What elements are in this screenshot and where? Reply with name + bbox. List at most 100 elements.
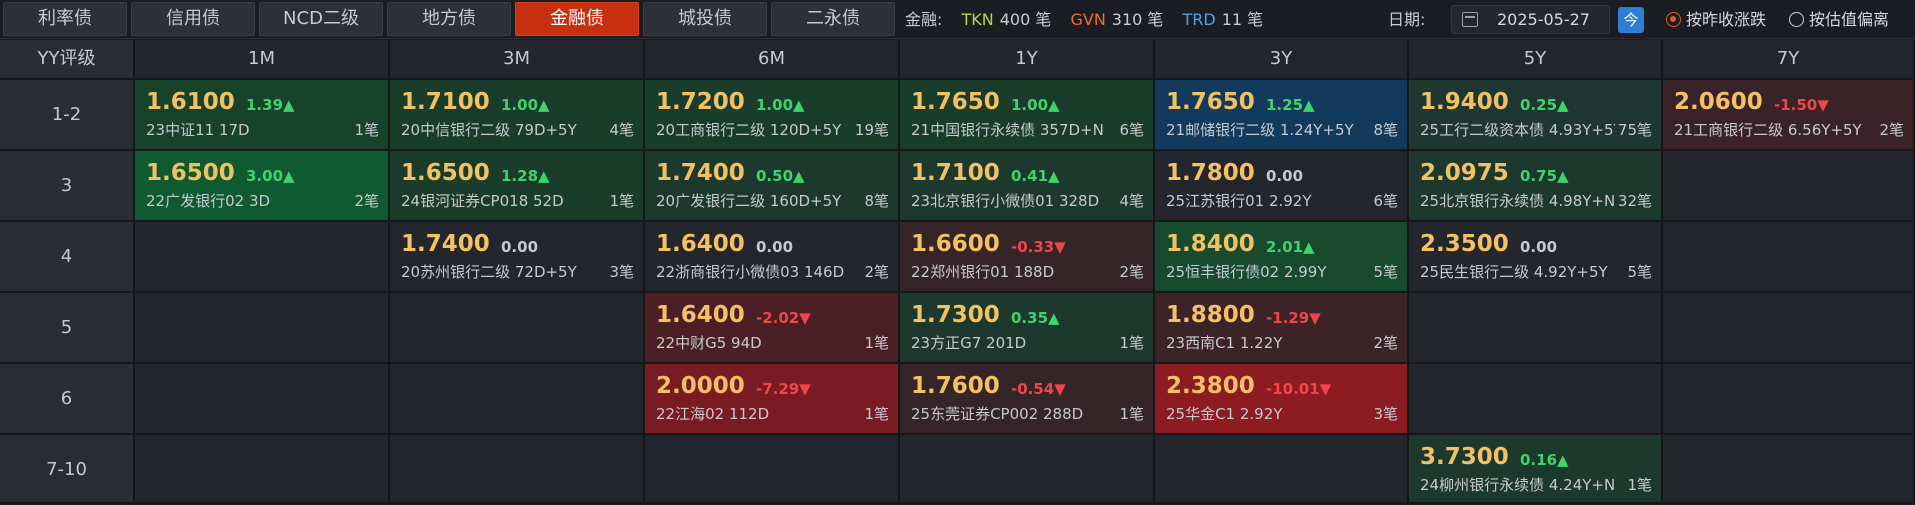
trade-count: 5笔 [1624, 261, 1652, 282]
quote-change: 1.00▲ [501, 96, 550, 114]
quote-price: 3.7300 [1420, 444, 1509, 470]
empty-quote-cell[interactable] [135, 435, 390, 504]
quote-cell[interactable]: 1.6400 -2.02▼ 22中财G5 94D 1笔 [645, 293, 900, 364]
stat-tkn-value: 400 笔 [999, 10, 1052, 29]
empty-quote-cell[interactable] [1409, 293, 1663, 364]
bond-name: 21中国银行永续债 357D+N [911, 121, 1104, 139]
date-value[interactable]: 2025-05-27 [1497, 10, 1590, 29]
bond-name: 24银河证券CP018 52D [401, 192, 564, 210]
radio-label: 按昨收涨跌 [1686, 10, 1767, 29]
empty-quote-cell[interactable] [1663, 222, 1915, 293]
quote-price: 1.7400 [656, 160, 745, 186]
column-header-5y[interactable]: 5Y [1409, 40, 1663, 80]
empty-quote-cell[interactable] [135, 293, 390, 364]
bond-name: 25民生银行二级 4.92Y+5Y [1420, 263, 1608, 281]
quote-cell[interactable]: 2.0000 -7.29▼ 22江海02 112D 1笔 [645, 364, 900, 435]
bond-name: 25华金C1 2.92Y [1166, 405, 1283, 423]
rating-tenor-grid: YY评级 1M 3M 6M 1Y 3Y 5Y 7Y 1-2 1.6100 1.39▲ 23中证11 1… [0, 40, 1915, 504]
quote-cell[interactable]: 2.3500 0.00 25民生银行二级 4.92Y+5Y 5笔 [1409, 222, 1663, 293]
column-header-3y[interactable]: 3Y [1155, 40, 1409, 80]
quote-cell[interactable]: 1.7650 1.00▲ 21中国银行永续债 357D+N 6笔 [900, 80, 1155, 151]
column-header-6m[interactable]: 6M [645, 40, 900, 80]
tab-credit-bonds[interactable]: 信用债 [131, 2, 255, 36]
tab-financial-bonds[interactable]: 金融债 [515, 2, 639, 36]
bond-name: 20广发银行二级 160D+5Y [656, 192, 842, 210]
quote-change: 3.00▲ [246, 167, 295, 185]
quote-cell[interactable]: 1.7300 0.35▲ 23方正G7 201D 1笔 [900, 293, 1155, 364]
empty-quote-cell[interactable] [390, 435, 645, 504]
bond-name: 22江海02 112D [656, 405, 770, 423]
quote-change: 1.00▲ [1011, 96, 1060, 114]
trade-count: 1笔 [351, 119, 379, 140]
empty-quote-cell[interactable] [1663, 151, 1915, 222]
empty-quote-cell[interactable] [135, 222, 390, 293]
column-header-3m[interactable]: 3M [390, 40, 645, 80]
quote-cell[interactable]: 1.7650 1.25▲ 21邮储银行二级 1.24Y+5Y 8笔 [1155, 80, 1409, 151]
quote-change: 1.00▲ [756, 96, 805, 114]
radio-prev-close-change[interactable]: 按昨收涨跌 [1666, 0, 1766, 39]
quote-change: -1.50▼ [1774, 96, 1829, 114]
quote-cell[interactable]: 1.6500 1.28▲ 24银河证券CP018 52D 1笔 [390, 151, 645, 222]
date-picker[interactable]: 2025-05-27 [1451, 5, 1610, 34]
quote-price: 1.6400 [656, 302, 745, 328]
quote-cell[interactable]: 1.7200 1.00▲ 20工商银行二级 120D+5Y 19笔 [645, 80, 900, 151]
column-header-1m[interactable]: 1M [135, 40, 390, 80]
trade-count: 8笔 [861, 190, 889, 211]
empty-quote-cell[interactable] [1663, 293, 1915, 364]
quote-price: 1.7650 [911, 89, 1000, 115]
quote-cell[interactable]: 1.6600 -0.33▼ 22郑州银行01 188D 2笔 [900, 222, 1155, 293]
quote-cell[interactable]: 1.7800 0.00 25江苏银行01 2.92Y 6笔 [1155, 151, 1409, 222]
quote-cell[interactable]: 1.7400 0.50▲ 20广发银行二级 160D+5Y 8笔 [645, 151, 900, 222]
quote-change: -1.29▼ [1266, 309, 1321, 327]
quote-price: 1.9400 [1420, 89, 1509, 115]
quote-cell[interactable]: 1.7100 1.00▲ 20中信银行二级 79D+5Y 4笔 [390, 80, 645, 151]
tab-ncd-secondary[interactable]: NCD二级 [259, 2, 383, 36]
trade-stats: 金融: TKN 400 笔 GVN 310 笔 TRD 11 笔 [905, 0, 1263, 39]
empty-quote-cell[interactable] [390, 293, 645, 364]
quote-cell[interactable]: 1.7400 0.00 20苏州银行二级 72D+5Y 3笔 [390, 222, 645, 293]
quote-change: 1.39▲ [246, 96, 295, 114]
empty-quote-cell[interactable] [1409, 364, 1663, 435]
quote-cell[interactable]: 1.7600 -0.54▼ 25东莞证券CP002 288D 1笔 [900, 364, 1155, 435]
radio-valuation-deviation[interactable]: 按估值偏离 [1789, 0, 1889, 39]
empty-quote-cell[interactable] [1663, 435, 1915, 504]
empty-quote-cell[interactable] [900, 435, 1155, 504]
quote-cell[interactable]: 1.8800 -1.29▼ 23西南C1 1.22Y 2笔 [1155, 293, 1409, 364]
quote-cell[interactable]: 2.0975 0.75▲ 25北京银行永续债 4.98Y+N 32笔 [1409, 151, 1663, 222]
tab-tier2-perpetual-bonds[interactable]: 二永债 [771, 2, 895, 36]
tab-local-gov-bonds[interactable]: 地方债 [387, 2, 511, 36]
today-button[interactable]: 今 [1618, 7, 1644, 33]
quote-cell[interactable]: 2.3800 -10.01▼ 25华金C1 2.92Y 3笔 [1155, 364, 1409, 435]
empty-quote-cell[interactable] [645, 435, 900, 504]
trade-count: 1笔 [1624, 474, 1652, 495]
quote-cell[interactable]: 1.9400 0.25▲ 25工行二级资本债 4.93Y+5Y 75笔 [1409, 80, 1663, 151]
radio-unselected-icon[interactable] [1789, 12, 1804, 27]
quote-change: -2.02▼ [756, 309, 811, 327]
empty-quote-cell[interactable] [1663, 364, 1915, 435]
quote-price: 1.7600 [911, 373, 1000, 399]
quote-price: 2.0975 [1420, 160, 1509, 186]
tab-urban-investment-bonds[interactable]: 城投债 [643, 2, 767, 36]
quote-price: 2.3800 [1166, 373, 1255, 399]
quote-cell[interactable]: 1.6100 1.39▲ 23中证11 17D 1笔 [135, 80, 390, 151]
calendar-icon[interactable] [1462, 12, 1478, 27]
column-header-7y[interactable]: 7Y [1663, 40, 1915, 80]
quote-cell[interactable]: 1.7100 0.41▲ 23北京银行小微债01 328D 4笔 [900, 151, 1155, 222]
quote-cell[interactable]: 1.6400 0.00 22浙商银行小微债03 146D 2笔 [645, 222, 900, 293]
bond-name: 25恒丰银行债02 2.99Y [1166, 263, 1327, 281]
empty-quote-cell[interactable] [390, 364, 645, 435]
top-bar: 利率债 信用债 NCD二级 地方债 金融债 城投债 二永债 金融: TKN 400 笔 GVN… [0, 0, 1915, 39]
rating-row-label: 3 [0, 151, 135, 222]
tab-rate-bonds[interactable]: 利率债 [3, 2, 127, 36]
quote-cell[interactable]: 1.8400 2.01▲ 25恒丰银行债02 2.99Y 5笔 [1155, 222, 1409, 293]
quote-cell[interactable]: 2.0600 -1.50▼ 21工商银行二级 6.56Y+5Y 2笔 [1663, 80, 1915, 151]
quote-change: 0.00 [1520, 238, 1558, 256]
empty-quote-cell[interactable] [1155, 435, 1409, 504]
column-header-1y[interactable]: 1Y [900, 40, 1155, 80]
quote-cell[interactable]: 1.6500 3.00▲ 22广发银行02 3D 2笔 [135, 151, 390, 222]
quote-cell[interactable]: 3.7300 0.16▲ 24柳州银行永续债 4.24Y+N 1笔 [1409, 435, 1663, 504]
trade-count: 6笔 [1370, 190, 1398, 211]
radio-selected-icon[interactable] [1666, 12, 1681, 27]
empty-quote-cell[interactable] [135, 364, 390, 435]
quote-change: 1.25▲ [1266, 96, 1315, 114]
